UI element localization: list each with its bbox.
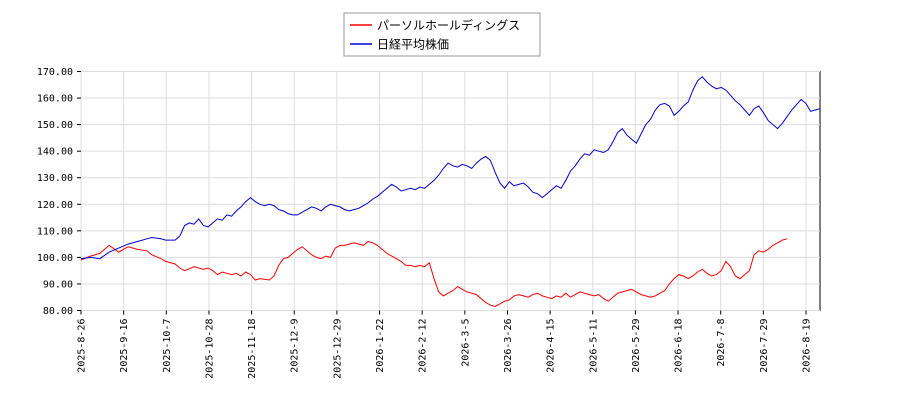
series-line-1	[80, 76, 821, 260]
y-tick-label: 170.00	[37, 67, 73, 78]
x-tick-label: 2025-12-29	[332, 319, 343, 379]
y-tick-label: 100.00	[37, 253, 73, 264]
x-tick-label: 2026-3-5	[460, 318, 471, 366]
y-tick-label: 150.00	[37, 120, 73, 131]
series-lines	[80, 76, 821, 308]
x-tick-label: 2026-5-29	[631, 319, 642, 373]
series-line-0	[80, 238, 788, 308]
x-tick-label: 2026-4-15	[546, 319, 557, 373]
x-tick-label: 2026-6-18	[674, 319, 685, 373]
y-tick-label: 140.00	[37, 147, 73, 158]
x-tick-label: 2025-10-7	[162, 319, 173, 373]
plot-area	[80, 71, 821, 311]
y-tick-label: 80.00	[43, 306, 73, 317]
grid	[80, 71, 820, 311]
legend-label-persol: パーソルホールディングス	[377, 18, 520, 33]
y-tick-label: 90.00	[43, 279, 73, 290]
x-tick-label: 2025-8-26	[77, 319, 88, 373]
x-tick-label: 2026-2-12	[418, 319, 429, 373]
x-tick-label: 2026-7-29	[759, 319, 770, 373]
y-tick-label: 160.00	[37, 94, 73, 105]
x-tick-label: 2026-5-11	[588, 319, 599, 373]
legend-label-nikkei: 日経平均株価	[377, 37, 449, 52]
x-tick-label: 2026-7-8	[716, 319, 727, 367]
x-tick-label: 2025-12-9	[290, 319, 301, 373]
y-axis: 80.00 90.00 100.00 110.00 120.00 130.00 140.00…	[37, 67, 81, 317]
x-tick-label: 2025-9-16	[119, 319, 130, 373]
x-tick-label: 2025-11-18	[247, 319, 258, 379]
x-tick-label: 2025-10-28	[204, 319, 215, 379]
y-tick-label: 130.00	[37, 173, 73, 184]
x-tick-label: 2026-8-19	[802, 319, 813, 373]
legend: パーソルホールディングス 日経平均株価	[343, 12, 541, 57]
legend-box	[343, 12, 541, 57]
y-tick-label: 120.00	[37, 200, 73, 211]
x-tick-label: 2026-1-22	[375, 319, 386, 373]
x-tick-label: 2026-3-26	[503, 319, 514, 373]
x-axis: 2025-8-26 2025-9-16 2025-10-7 2025-10-28 202…	[77, 310, 813, 379]
y-tick-label: 110.00	[37, 226, 73, 237]
